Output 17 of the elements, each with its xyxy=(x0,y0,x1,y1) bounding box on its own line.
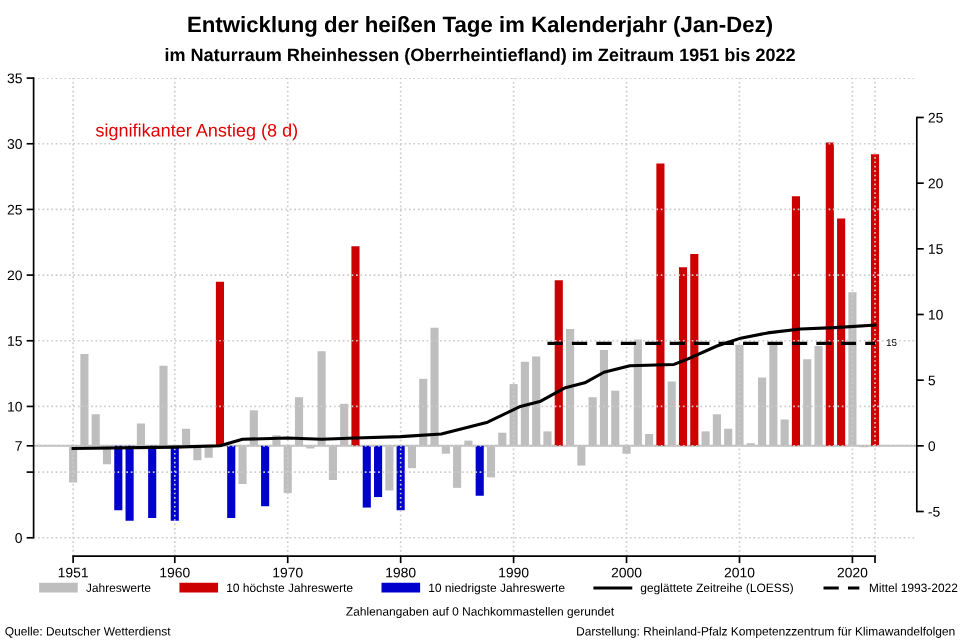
bar xyxy=(791,196,801,446)
chart-subtitle: im Naturraum Rheinhessen (Oberrheintiefland) im Zeitraum 1951 bis 2022 xyxy=(165,48,795,65)
bar xyxy=(261,445,270,507)
chart-title: Entwicklung der heißen Tage im Kalenderjahr (Jan-Dez) xyxy=(188,16,772,37)
bar xyxy=(554,280,563,446)
bar xyxy=(125,445,134,521)
bar xyxy=(475,445,484,496)
bar xyxy=(396,445,405,511)
bar xyxy=(114,445,123,511)
annotation: signifikanter Anstieg (8 d) xyxy=(95,123,298,141)
bar xyxy=(656,163,665,446)
line-series xyxy=(71,323,877,450)
bar xyxy=(351,246,360,446)
bar xyxy=(182,428,191,446)
bar xyxy=(227,445,236,519)
bar xyxy=(148,445,157,519)
bar xyxy=(215,281,225,446)
